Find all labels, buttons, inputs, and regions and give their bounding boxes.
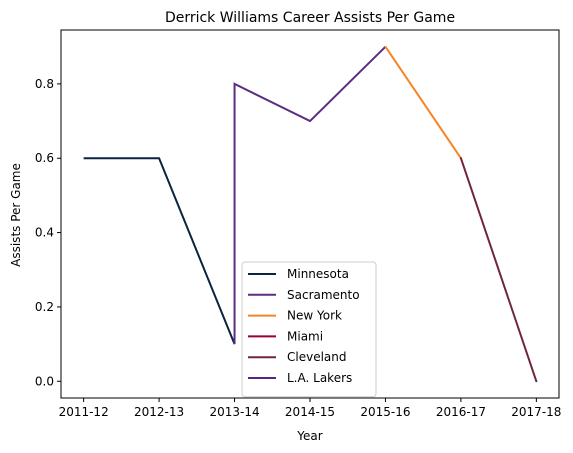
x-tick-label: 2016-17	[436, 405, 486, 419]
x-tick-label: 2015-16	[360, 405, 410, 419]
x-tick-label: 2017-18	[511, 405, 561, 419]
legend-label-new-york: New York	[287, 309, 342, 323]
legend-label-miami: Miami	[287, 329, 323, 343]
y-tick-label: 0.6	[35, 151, 54, 165]
y-tick-label: 0.4	[35, 226, 54, 240]
plot-area: 2011-12 2012-13 2013-14 2014-15 2015-16 2016-…	[35, 29, 561, 419]
x-tick-label: 2011-12	[59, 405, 109, 419]
y-tick-label: 0.2	[35, 300, 54, 314]
chart-title: Derrick Williams Career Assists Per Game	[165, 10, 455, 26]
x-axis-label: Year	[296, 429, 322, 443]
y-tick-label: 0.8	[35, 77, 54, 91]
series-point-l-a-lakers	[535, 380, 538, 383]
legend-label-cleveland: Cleveland	[287, 350, 347, 364]
series-line-minnesota	[83, 157, 236, 345]
series-line-sacramento	[233, 46, 387, 345]
x-tick-label: 2012-13	[134, 405, 184, 419]
y-axis-label: Assists Per Game	[9, 163, 23, 267]
legend: Minnesota Sacramento New York Miami Clevelan…	[241, 261, 377, 398]
series-line-new-york	[384, 46, 462, 159]
x-tick-label: 2013-14	[209, 405, 259, 419]
series-line-cleveland	[459, 157, 538, 382]
legend-label-sacramento: Sacramento	[287, 288, 360, 302]
legend-label-l-a-lakers: L.A. Lakers	[287, 371, 352, 385]
y-tick-label: 0.0	[35, 374, 54, 388]
x-tick-label: 2014-15	[285, 405, 335, 419]
legend-label-minnesota: Minnesota	[287, 267, 349, 281]
